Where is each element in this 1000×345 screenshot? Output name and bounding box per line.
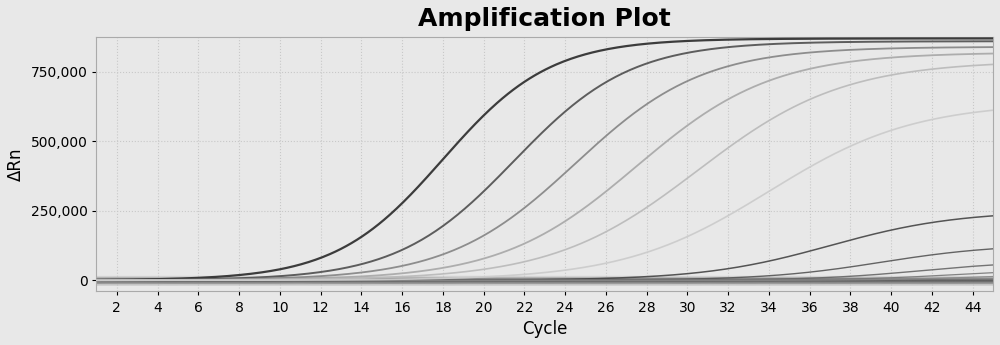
X-axis label: Cycle: Cycle	[522, 320, 567, 338]
Title: Amplification Plot: Amplification Plot	[418, 7, 671, 31]
Y-axis label: ΔRn: ΔRn	[7, 148, 25, 181]
